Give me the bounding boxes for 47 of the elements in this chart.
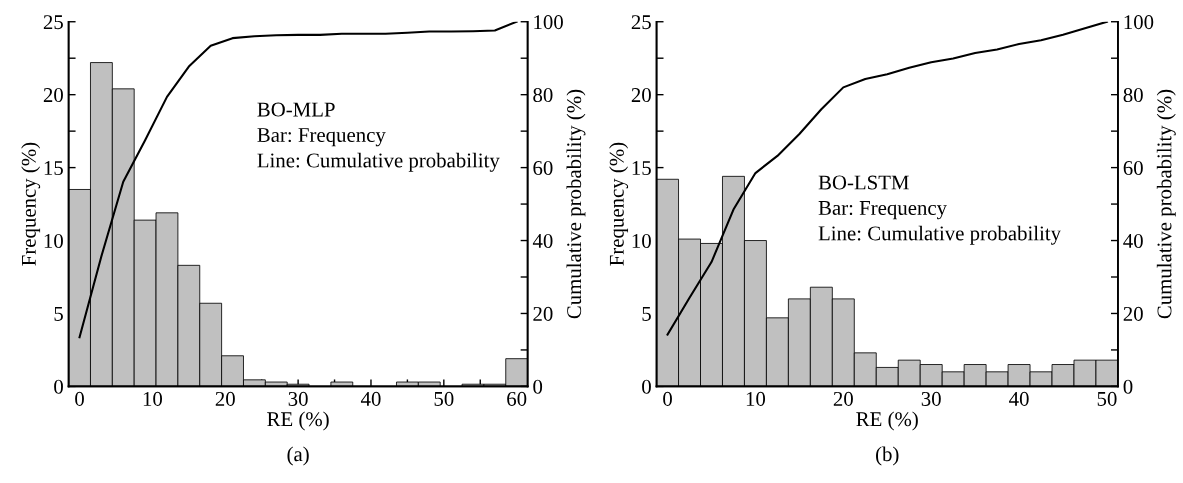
x-tick-label: 50: [434, 391, 454, 406]
y-tick-label: 20: [43, 88, 63, 103]
y-tick-label: 5: [54, 307, 63, 321]
y2-tick-label: 60: [1123, 160, 1143, 176]
y2-tick-label: 0: [533, 379, 543, 394]
y-axis-title: Frequency (%): [21, 142, 41, 266]
y2-tick-label: 80: [533, 88, 553, 103]
y-tick-label: 0: [642, 379, 651, 394]
y2-tick-label: 100: [1124, 15, 1154, 30]
annotation: BO-MLP Bar: Frequency Line: Cumulative probability: [257, 102, 500, 172]
annotation: BO-LSTM Bar: Frequency Line: Cumulative probability: [818, 175, 1061, 245]
y-tick-label: 25: [43, 15, 63, 30]
x-axis-title: RE (%): [267, 411, 329, 431]
y-axis-title: Frequency (%): [609, 142, 629, 266]
y-tick-label: 10: [44, 233, 63, 248]
y-tick-label: 20: [631, 88, 651, 103]
y2-tick-label: 60: [533, 160, 553, 176]
x-tick-label: 30: [288, 391, 308, 406]
y-tick-label: 15: [44, 161, 63, 176]
x-tick-label: 10: [143, 391, 163, 406]
y2-tick-label: 20: [533, 306, 553, 321]
y2-tick-label: 80: [1123, 88, 1143, 103]
x-axis-title: RE (%): [856, 411, 918, 431]
text: (a): [287, 446, 309, 466]
text: (b): [876, 446, 899, 466]
x-tick-label: 40: [360, 391, 381, 406]
y-tick-label: 5: [642, 307, 651, 321]
y2-tick-label: 40: [532, 233, 553, 248]
x-tick-label: 30: [921, 391, 941, 406]
x-tick-label: 60: [507, 391, 527, 406]
x-tick-label: 50: [1097, 391, 1117, 406]
y2-tick-label: 0: [1123, 379, 1133, 394]
y2-tick-label: 20: [1123, 306, 1143, 321]
x-tick-label: 20: [215, 391, 235, 406]
y-tick-label: 10: [632, 233, 651, 248]
y-tick-label: 15: [632, 161, 651, 176]
y2-axis-title: Cumulative probability (%): [1156, 89, 1176, 319]
y2-tick-label: 40: [1123, 233, 1143, 248]
x-tick-label: 0: [663, 391, 672, 406]
y2-tick-label: 100: [534, 15, 563, 30]
y-tick-label: 0: [54, 379, 63, 394]
x-tick-label: 0: [75, 391, 84, 406]
y-tick-label: 25: [631, 15, 651, 30]
x-tick-label: 40: [1009, 391, 1029, 406]
x-tick-label: 20: [833, 391, 853, 406]
y2-axis-title: Cumulative probability (%): [566, 89, 586, 319]
x-tick-label: 10: [746, 391, 766, 406]
